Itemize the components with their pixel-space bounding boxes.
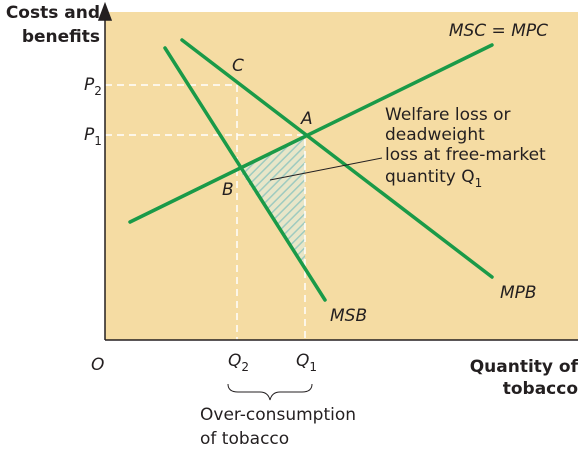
- annotation-pointer: [269, 157, 383, 181]
- brace: [227, 383, 313, 401]
- curves: [128, 38, 494, 302]
- curve-label: MSC = MPC: [449, 21, 548, 41]
- point-label: A: [300, 109, 313, 129]
- quantity-base: Q: [296, 351, 309, 371]
- price-sub: 1: [94, 134, 102, 148]
- annotation-line: deadweight: [385, 125, 485, 145]
- annotation-sub: 1: [475, 176, 483, 190]
- price-base: P: [84, 75, 95, 95]
- price-label: P1: [84, 125, 102, 148]
- point-label: C: [232, 56, 244, 76]
- msb-line: [163, 46, 327, 302]
- plot-background: [105, 12, 578, 340]
- annotation-base: quantity Q: [385, 167, 475, 187]
- quantity-label: Q2: [228, 351, 249, 374]
- deadweight-loss-area: [238, 135, 305, 268]
- brace-label: Over-consumption: [200, 405, 356, 425]
- quantity-base: Q: [228, 351, 241, 371]
- quantity-sub: 2: [241, 360, 249, 374]
- brace-label: of tobacco: [200, 429, 289, 449]
- point-label: B: [222, 180, 234, 200]
- quantity-sub: 1: [309, 360, 317, 374]
- origin-label: O: [91, 355, 104, 375]
- quantity-label: Q1: [296, 351, 317, 374]
- annotation-line: Welfare loss or: [385, 105, 511, 125]
- curve-label: MPB: [500, 283, 537, 303]
- y-axis-label: benefits: [22, 27, 100, 47]
- y-axis-label: Costs and: [6, 3, 100, 23]
- msc-line: [128, 43, 494, 224]
- mpb-line: [180, 38, 494, 279]
- axes: [97, 1, 578, 341]
- price-label: P2: [84, 75, 102, 98]
- price-sub: 2: [94, 84, 102, 98]
- price-base: P: [84, 125, 95, 145]
- x-axis-label: tobacco: [503, 379, 578, 399]
- annotation-line: loss at free-market: [385, 145, 546, 165]
- annotation-line: quantity Q1: [385, 167, 482, 190]
- curve-label: MSB: [330, 306, 367, 326]
- x-axis-label: Quantity of: [470, 357, 578, 377]
